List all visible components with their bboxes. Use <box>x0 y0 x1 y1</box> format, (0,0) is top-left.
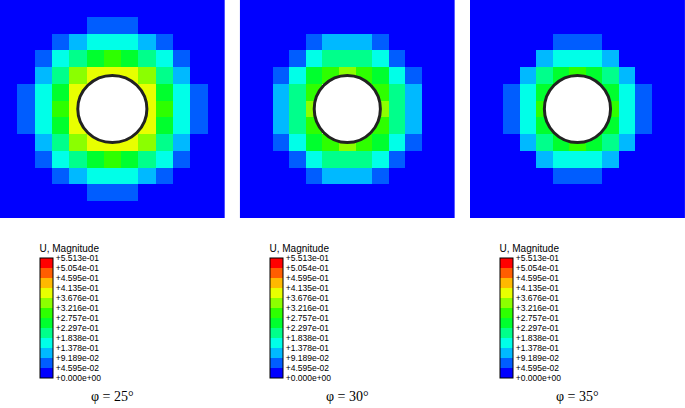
svg-text:+1.838e-01: +1.838e-01 <box>56 333 100 343</box>
svg-text:+0.000e+00: +0.000e+00 <box>56 373 102 383</box>
svg-text:+2.297e-01: +2.297e-01 <box>286 323 330 333</box>
svg-text:φ = 25°: φ = 25° <box>91 389 134 404</box>
svg-text:+4.595e-02: +4.595e-02 <box>56 363 100 373</box>
svg-text:+4.595e-02: +4.595e-02 <box>286 363 330 373</box>
svg-text:+1.378e-01: +1.378e-01 <box>56 343 100 353</box>
svg-text:+3.676e-01: +3.676e-01 <box>56 293 100 303</box>
svg-text:+9.189e-02: +9.189e-02 <box>286 353 330 363</box>
svg-text:+2.757e-01: +2.757e-01 <box>286 313 330 323</box>
svg-text:+4.135e-01: +4.135e-01 <box>56 283 100 293</box>
svg-text:+2.297e-01: +2.297e-01 <box>516 323 560 333</box>
svg-text:+5.054e-01: +5.054e-01 <box>286 263 330 273</box>
svg-text:+1.378e-01: +1.378e-01 <box>516 343 560 353</box>
svg-text:+4.595e-01: +4.595e-01 <box>516 273 560 283</box>
svg-text:+4.135e-01: +4.135e-01 <box>516 283 560 293</box>
svg-text:+4.595e-02: +4.595e-02 <box>516 363 560 373</box>
svg-text:+2.757e-01: +2.757e-01 <box>56 313 100 323</box>
svg-text:+4.595e-01: +4.595e-01 <box>56 273 100 283</box>
svg-text:+5.054e-01: +5.054e-01 <box>56 263 100 273</box>
svg-text:+3.216e-01: +3.216e-01 <box>56 303 100 313</box>
svg-text:+1.378e-01: +1.378e-01 <box>286 343 330 353</box>
svg-text:+3.676e-01: +3.676e-01 <box>286 293 330 303</box>
svg-text:+4.135e-01: +4.135e-01 <box>286 283 330 293</box>
svg-text:+2.297e-01: +2.297e-01 <box>56 323 100 333</box>
svg-text:+9.189e-02: +9.189e-02 <box>516 353 560 363</box>
svg-text:+5.054e-01: +5.054e-01 <box>516 263 560 273</box>
svg-text:+4.595e-01: +4.595e-01 <box>286 273 330 283</box>
svg-text:+9.189e-02: +9.189e-02 <box>56 353 100 363</box>
svg-text:+0.000e+00: +0.000e+00 <box>516 373 562 383</box>
svg-text:+1.838e-01: +1.838e-01 <box>516 333 560 343</box>
svg-text:U, Magnitude: U, Magnitude <box>40 243 100 254</box>
svg-text:+0.000e+00: +0.000e+00 <box>286 373 332 383</box>
svg-text:+2.757e-01: +2.757e-01 <box>516 313 560 323</box>
svg-text:+3.216e-01: +3.216e-01 <box>516 303 560 313</box>
svg-text:+5.513e-01: +5.513e-01 <box>516 253 560 263</box>
svg-text:U, Magnitude: U, Magnitude <box>270 243 330 254</box>
svg-text:φ = 30°: φ = 30° <box>326 389 369 404</box>
svg-text:+3.676e-01: +3.676e-01 <box>516 293 560 303</box>
svg-text:+3.216e-01: +3.216e-01 <box>286 303 330 313</box>
svg-text:+5.513e-01: +5.513e-01 <box>56 253 100 263</box>
svg-text:+1.838e-01: +1.838e-01 <box>286 333 330 343</box>
svg-text:+5.513e-01: +5.513e-01 <box>286 253 330 263</box>
svg-text:φ = 35°: φ = 35° <box>556 389 599 404</box>
svg-text:U, Magnitude: U, Magnitude <box>500 243 560 254</box>
